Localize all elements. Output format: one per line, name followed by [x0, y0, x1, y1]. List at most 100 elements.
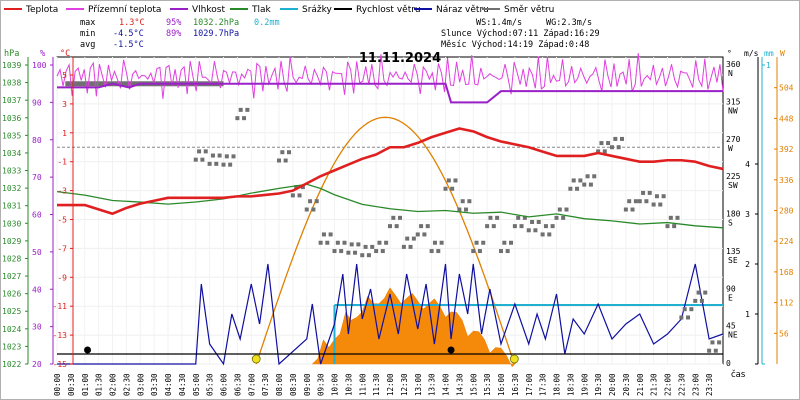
wind-direction-point [380, 249, 385, 254]
wind-direction-point [619, 136, 624, 141]
wind-direction-point [366, 253, 371, 258]
wind-direction-point [481, 240, 486, 245]
humidity-tick-label: 60 [32, 211, 42, 220]
stat-max-pressure: 1032.2hPa [193, 18, 239, 28]
wind-direction-point [502, 240, 507, 245]
wind-direction-point [582, 182, 587, 187]
stat-min-temp: -4.5°C [113, 29, 144, 39]
legend-label: Rychlost větru [356, 5, 421, 15]
wind-direction-point [526, 228, 531, 233]
solar-tick-label: 336 [779, 176, 794, 185]
wind-direction-point [235, 116, 240, 121]
stat-max-temp: 1.3°C [119, 18, 145, 28]
wind-direction-point [436, 249, 441, 254]
wind-direction-point [460, 199, 465, 204]
wind-direction-point [311, 207, 316, 212]
wind-direction-point [360, 253, 365, 258]
time-tick-label: 09:00 [303, 373, 312, 396]
wind-direction-point [238, 107, 243, 112]
wind-direction-point [488, 215, 493, 220]
wind-direction-point [557, 207, 562, 212]
humidity-tick-label: 50 [32, 248, 42, 257]
time-tick-label: 14:30 [455, 373, 464, 396]
solar-tick-label: 392 [779, 145, 794, 154]
temperature-line [57, 127, 724, 216]
wind-direction-point [491, 224, 496, 229]
wind-direction-point [207, 161, 212, 166]
wind-direction-point [495, 215, 500, 220]
wind-direction-point [419, 224, 424, 229]
wind-direction-point [370, 244, 375, 249]
wind-direction-point [543, 224, 548, 229]
wind-direction-point [277, 158, 281, 163]
direction-compass-label: N [728, 69, 733, 78]
wind-direction-point [300, 185, 305, 190]
wind-direction-point [214, 161, 219, 166]
time-tick-label: 05:30 [206, 373, 215, 396]
wind-direction-point [613, 136, 618, 141]
wind-direction-point [554, 215, 559, 220]
direction-compass-label: SW [728, 181, 738, 190]
time-tick-label: 10:00 [331, 373, 340, 396]
humidity-tick-label: 70 [32, 173, 42, 182]
wind-direction-point [707, 348, 712, 353]
wind-direction-point [575, 186, 580, 191]
direction-compass-label: S [728, 219, 733, 228]
solar-tick-label: 224 [779, 237, 794, 246]
legend-label: Přízemní teplota [88, 5, 161, 15]
direction-tick-label: 45 [726, 322, 736, 331]
time-tick-label: 00:00 [53, 373, 62, 396]
stat-wind-gust: WG:2.3m/s [546, 18, 592, 28]
direction-compass-label: SE [728, 256, 738, 265]
wind-direction-point [443, 186, 448, 191]
solar-max-curve [255, 116, 515, 365]
wind-direction-point [522, 215, 527, 220]
time-tick-label: 15:30 [483, 373, 492, 396]
stat-wind-speed: WS:1.4m/s [476, 18, 522, 28]
stat-avg-temp: -1.5°C [113, 40, 144, 50]
wind-direction-point [308, 199, 313, 204]
pressure-tick-label: 1036 [2, 114, 21, 123]
wind-direction-point [467, 199, 472, 204]
time-tick-label: 22:00 [664, 373, 673, 396]
wind-direction-point [353, 250, 358, 255]
wind-direction-point [203, 149, 208, 154]
sun-marker [509, 354, 519, 364]
wind-speed-marker [447, 346, 455, 354]
axis-unit-direction: ° [727, 49, 732, 58]
wind-direction-point [374, 249, 379, 254]
wind-tick-label: 1 [745, 310, 750, 319]
wind-direction-point [304, 207, 309, 212]
wind-direction-point [411, 236, 416, 241]
pressure-tick-label: 1034 [2, 149, 21, 158]
time-tick-label: 16:30 [511, 373, 520, 396]
wind-direction-point [290, 193, 295, 198]
wind-direction-point [325, 240, 330, 245]
solar-tick-label: 280 [779, 207, 794, 216]
wind-tick-label: 2 [745, 260, 750, 269]
gridlines [56, 57, 723, 365]
pressure-tick-label: 1032 [2, 184, 21, 193]
legend: Teplota Přízemní teplota Vlhkost Tlak Srážky… [4, 5, 554, 15]
wind-direction-point [283, 158, 288, 163]
wind-direction-point [415, 232, 420, 237]
wind-direction-point [713, 348, 718, 353]
humidity-tick-label: 80 [32, 136, 42, 145]
time-tick-label: 00:30 [67, 373, 76, 396]
wind-direction-point [342, 240, 347, 245]
legend-label: Tlak [251, 5, 272, 15]
legend-label: Náraz větru [436, 5, 489, 15]
time-tick-label: 09:30 [317, 373, 326, 396]
wind-direction-point [450, 186, 455, 191]
time-tick-label: 08:00 [275, 373, 284, 396]
wind-direction-point [297, 193, 302, 198]
time-tick-label: 15:00 [469, 373, 478, 396]
time-tick-label: 04:00 [164, 373, 173, 396]
wind-direction-point [356, 242, 361, 247]
time-tick-label: 20:00 [608, 373, 617, 396]
pressure-tick-label: 1024 [2, 325, 21, 334]
wind-direction-point [429, 249, 434, 254]
legend-label: Směr větru [504, 5, 554, 15]
humidity-tick-label: 40 [32, 285, 42, 294]
wind-direction-point [314, 199, 319, 204]
